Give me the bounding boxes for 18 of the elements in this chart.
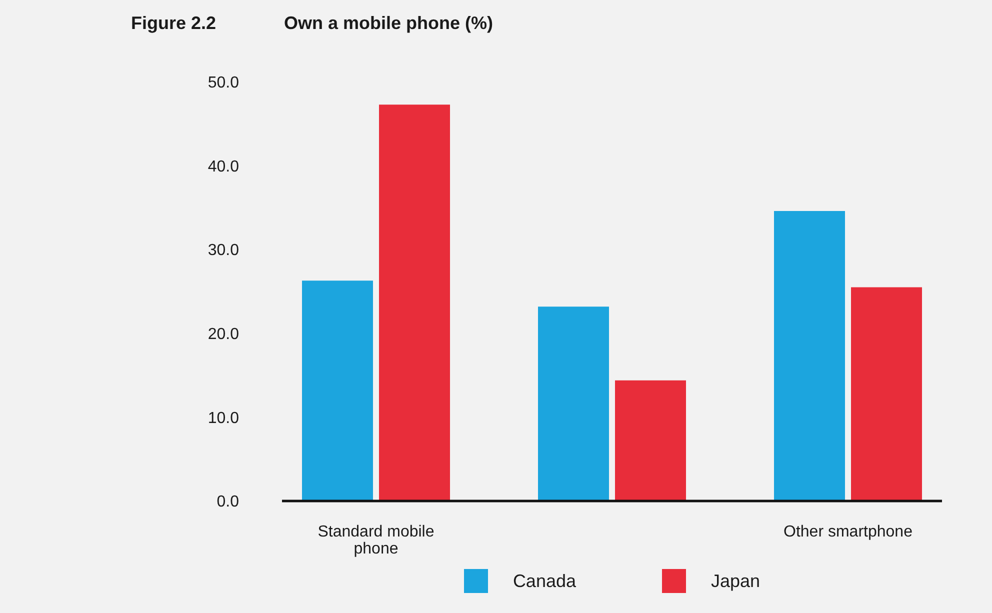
y-tick-label: 50.0 (208, 74, 240, 92)
x-tick-label: Other smartphone (784, 523, 913, 540)
bar (774, 211, 845, 501)
bar (615, 380, 686, 501)
y-tick-label: 20.0 (208, 326, 240, 343)
bar (851, 287, 922, 501)
chart-title: Own a mobile phone (%) (284, 13, 494, 33)
bar (379, 104, 450, 501)
legend-label: Canada (512, 570, 576, 590)
bar (302, 280, 373, 501)
y-tick-label: 10.0 (208, 410, 240, 427)
legend-label: Japan (711, 570, 760, 590)
bar (538, 306, 609, 501)
y-tick-label: 30.0 (208, 242, 240, 260)
caption: Figure 2.2 (131, 13, 216, 33)
y-tick-label: 40.0 (208, 158, 240, 176)
y-tick-label: 0.0 (216, 494, 240, 511)
x-tick-label: Standard mobile phone (318, 523, 434, 558)
